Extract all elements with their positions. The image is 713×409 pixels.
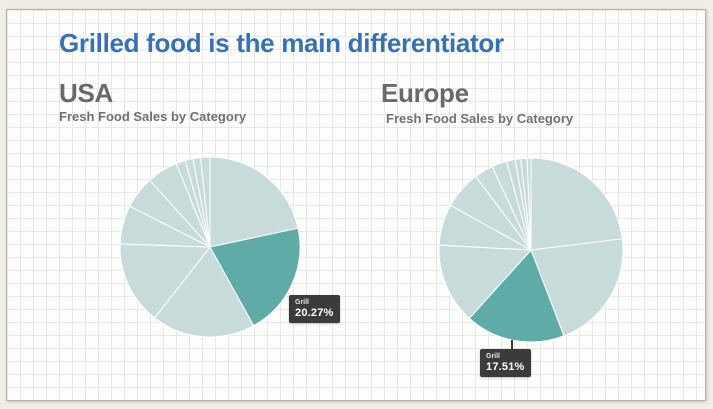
europe-tooltip-callout-line [511,340,513,350]
pie-slice-grill[interactable] [209,227,301,327]
pie-slice[interactable] [530,238,624,337]
tooltip-category-label: Grill [486,353,501,360]
slide-title: Grilled food is the main differentiator [59,28,504,58]
pie-slice[interactable] [526,157,532,251]
tooltip-value: 20.27% [295,307,334,319]
slide-canvas: Grilled food is the main differentiator … [6,9,706,401]
pie-slice-grill[interactable] [468,249,565,343]
tooltip-value: 17.51% [486,361,525,373]
usa-pie-chart[interactable] [119,156,301,338]
europe-pie-chart[interactable] [438,157,624,343]
pie-slice[interactable] [119,243,211,319]
pie-slice[interactable] [530,157,623,251]
tooltip-category-label: Grill [295,299,310,306]
usa-chart-heading: USA [59,78,113,108]
pie-slice[interactable] [209,156,299,248]
usa-chart-subtitle: Fresh Food Sales by Category [59,109,247,124]
pie-slice[interactable] [154,246,255,338]
europe-chart-heading: Europe [381,78,469,108]
europe-chart-subtitle: Fresh Food Sales by Category [386,111,574,126]
usa-grill-tooltip: Grill 20.27% [289,295,340,323]
europe-grill-tooltip: Grill 17.51% [480,349,531,377]
pie-slice[interactable] [438,244,532,319]
pie-slice[interactable] [200,156,211,248]
